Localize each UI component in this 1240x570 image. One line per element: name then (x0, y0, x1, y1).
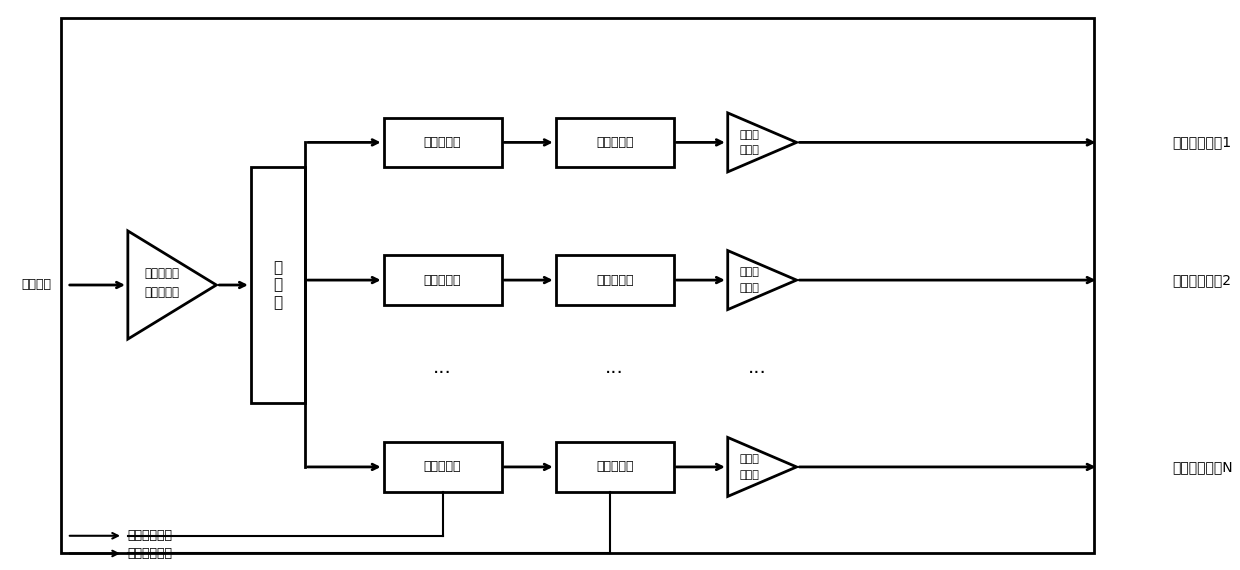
Polygon shape (728, 251, 796, 310)
Text: 可调衰减器: 可调衰减器 (424, 136, 461, 149)
Text: 放大器: 放大器 (739, 283, 759, 293)
Text: 第一级推动: 第一级推动 (145, 267, 180, 280)
Text: 推动级: 推动级 (739, 129, 759, 140)
Text: ···: ··· (433, 364, 451, 383)
Polygon shape (728, 437, 796, 496)
FancyBboxPatch shape (556, 442, 673, 491)
Text: 推动级: 推动级 (739, 454, 759, 464)
FancyBboxPatch shape (61, 18, 1094, 553)
FancyBboxPatch shape (383, 442, 501, 491)
Text: ···: ··· (605, 364, 624, 383)
FancyBboxPatch shape (556, 255, 673, 305)
FancyBboxPatch shape (383, 118, 501, 167)
FancyBboxPatch shape (383, 255, 501, 305)
Text: 推动级: 推动级 (739, 267, 759, 277)
Text: 数字移相器: 数字移相器 (596, 274, 634, 287)
Text: 相位控制信号: 相位控制信号 (128, 547, 172, 560)
Text: ···: ··· (748, 364, 766, 383)
FancyBboxPatch shape (250, 167, 305, 403)
Text: 功率放大器: 功率放大器 (145, 286, 180, 299)
Text: 配: 配 (273, 278, 283, 292)
Text: 放大器: 放大器 (739, 145, 759, 155)
Text: 数字移相器: 数字移相器 (596, 136, 634, 149)
Text: 可调衰减器: 可调衰减器 (424, 274, 461, 287)
Text: 放大器: 放大器 (739, 470, 759, 480)
Text: 射频输入: 射频输入 (21, 279, 51, 291)
Text: 数字移相器: 数字移相器 (596, 461, 634, 474)
Polygon shape (128, 231, 216, 339)
Polygon shape (728, 113, 796, 172)
Text: 分: 分 (273, 260, 283, 275)
FancyBboxPatch shape (556, 118, 673, 167)
Text: 功率放大单元N: 功率放大单元N (1172, 460, 1233, 474)
Text: 功率放大单剸1: 功率放大单剸1 (1172, 136, 1231, 149)
Text: 可调衰减器: 可调衰减器 (424, 461, 461, 474)
Text: 幅度控制信号: 幅度控制信号 (128, 530, 172, 542)
Text: 器: 器 (273, 295, 283, 310)
Text: 功率放大单剸2: 功率放大单剸2 (1172, 273, 1231, 287)
